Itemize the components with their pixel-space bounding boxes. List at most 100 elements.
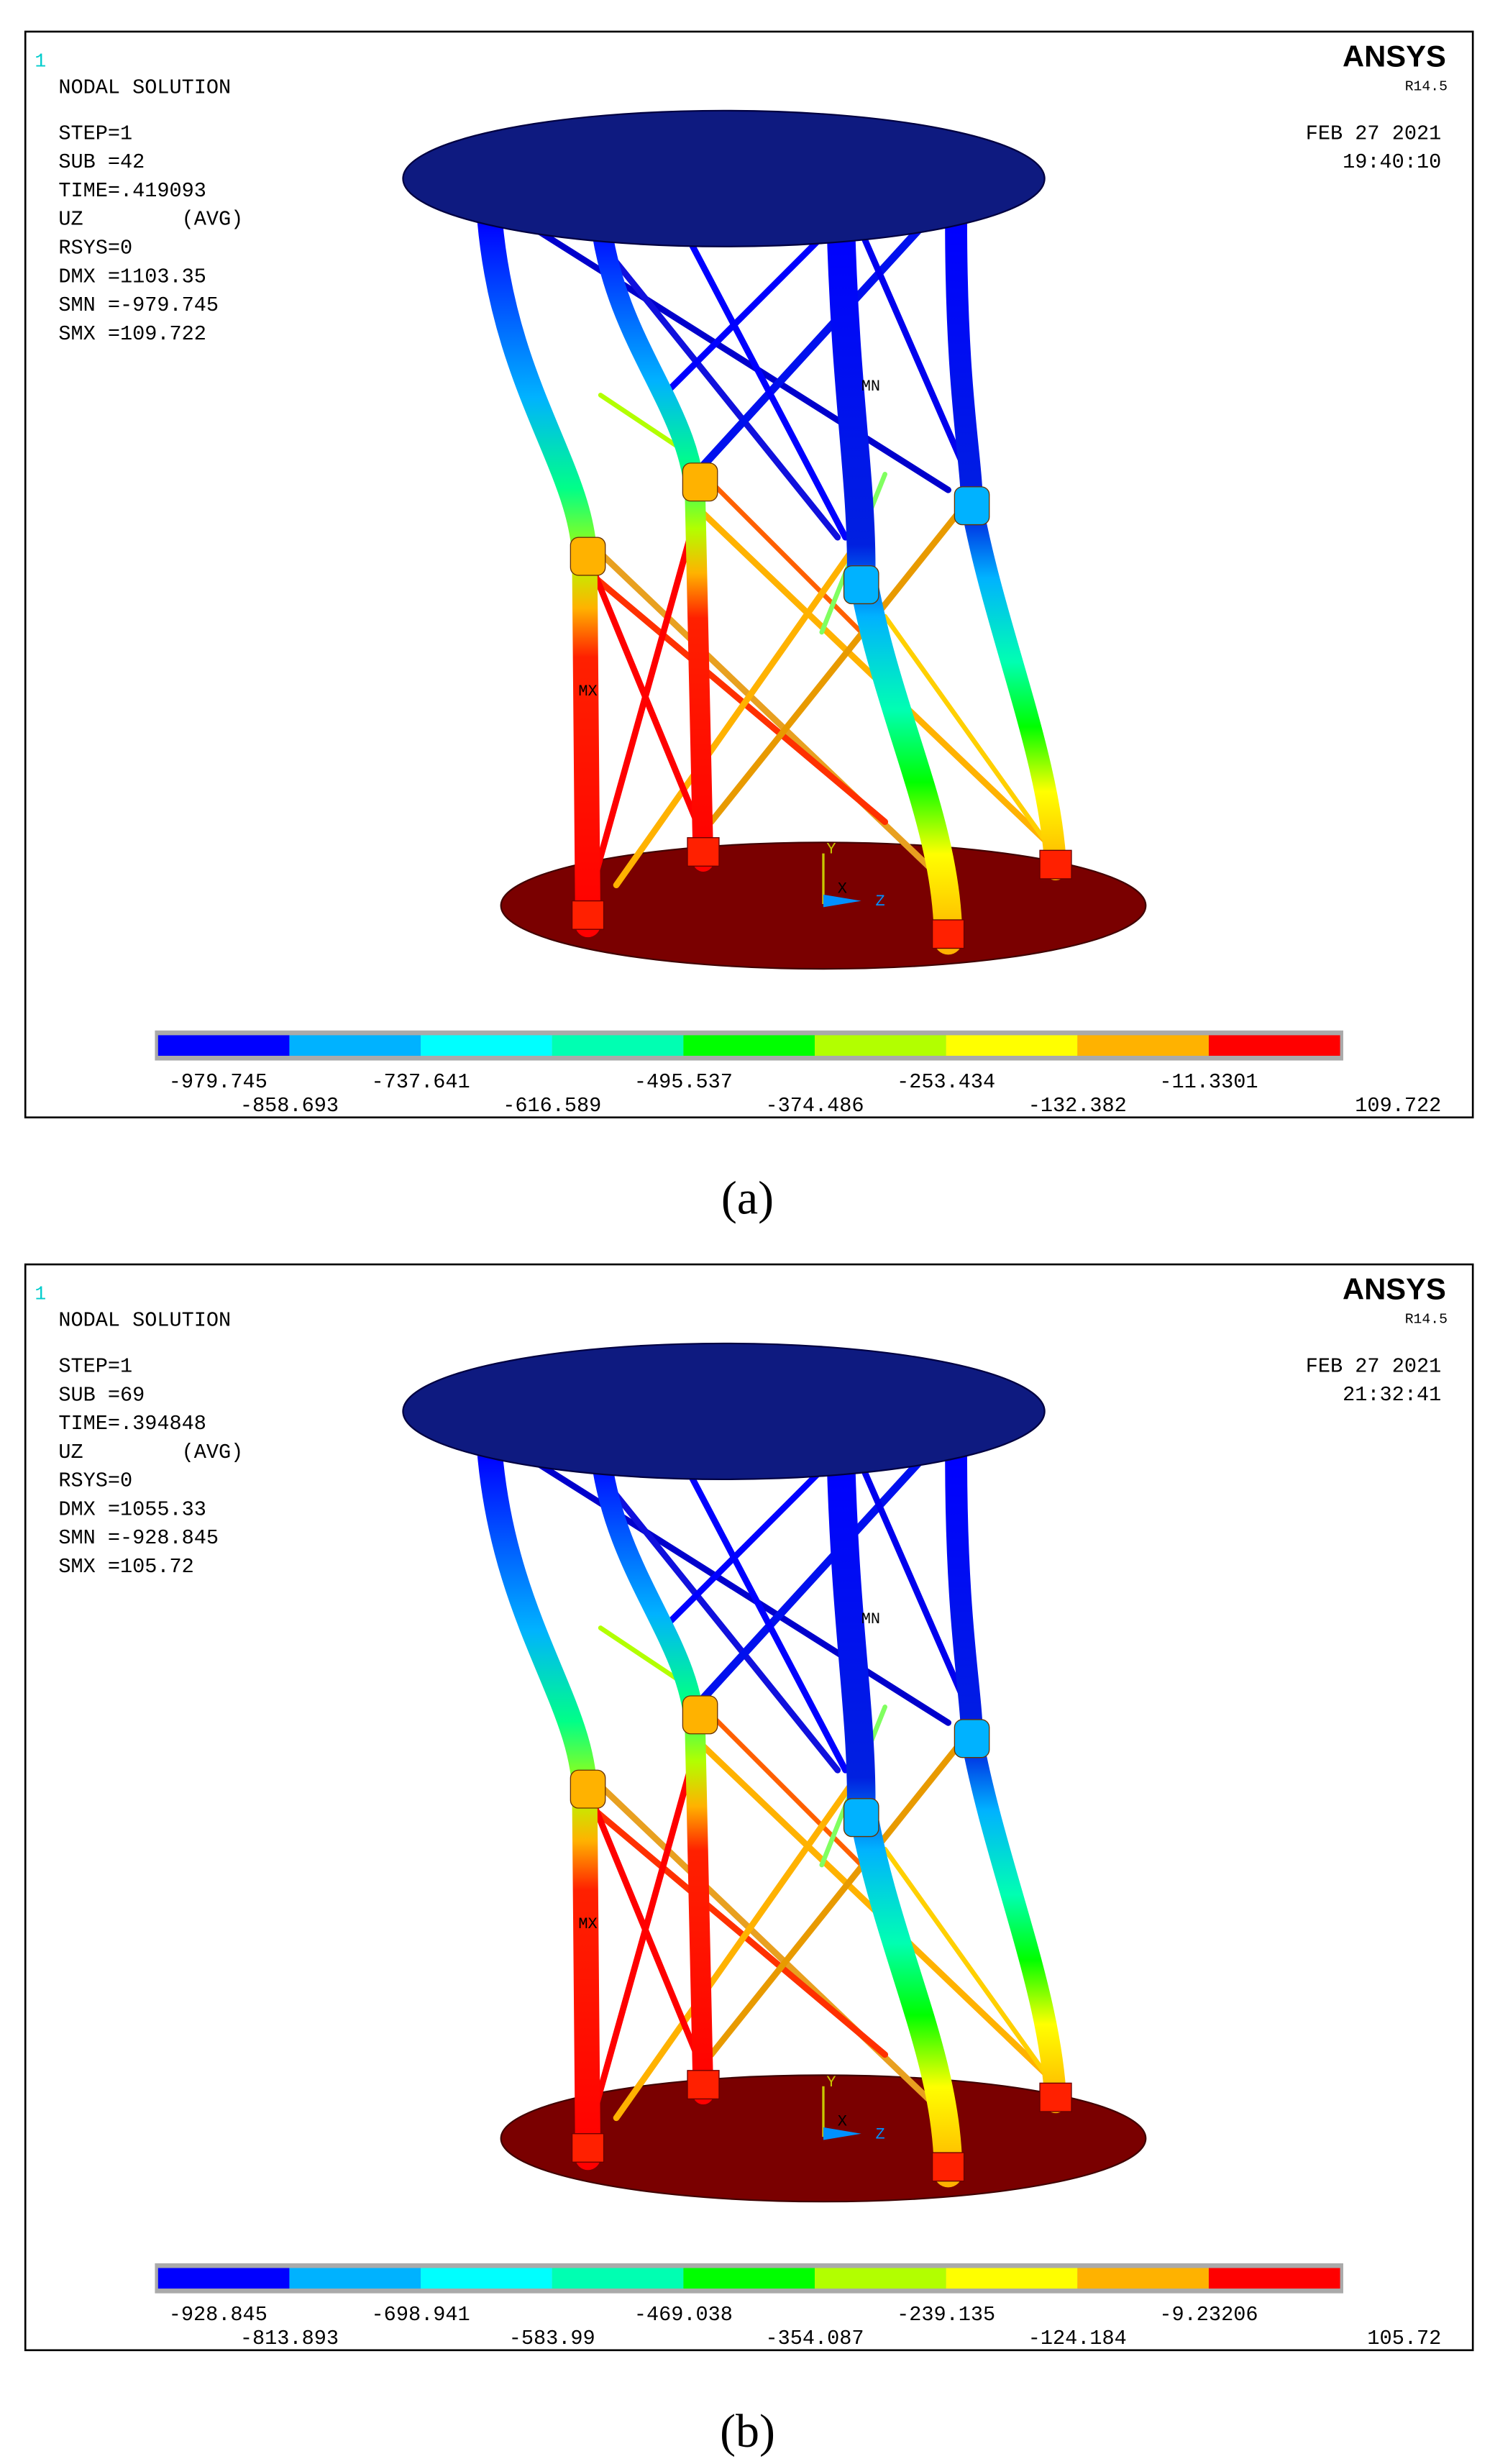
foot-joint — [931, 919, 965, 949]
foot-joint — [571, 900, 605, 930]
node-joint — [570, 1769, 606, 1809]
solution-title: NODAL SOLUTION — [58, 76, 231, 100]
min-marker: MN — [861, 1610, 880, 1628]
brace — [691, 1426, 953, 1711]
colorbar-label: -616.589 — [503, 1094, 601, 1118]
colorbar-label: -469.038 — [634, 2303, 733, 2327]
foot-joint — [1039, 2082, 1072, 2112]
brace — [613, 534, 865, 889]
brace — [676, 1451, 849, 1774]
solution-info: UZ (AVG) — [58, 1441, 243, 1464]
axis-label: X — [838, 880, 847, 898]
solution-info: RSYS=0 — [58, 1469, 132, 1493]
colorbar-segment — [289, 1035, 421, 1056]
colorbar-segment — [1208, 2268, 1340, 2289]
node-joint — [682, 1695, 718, 1735]
brace — [589, 1798, 707, 2074]
brace — [676, 218, 849, 541]
foot-joint — [1039, 849, 1072, 880]
colorbar-segment — [1077, 2268, 1209, 2289]
brace — [708, 1735, 967, 2058]
colorbar-label: 105.72 — [1367, 2327, 1441, 2350]
colorbar-label: -9.23206 — [1159, 2303, 1258, 2327]
axis-label: Y — [826, 841, 836, 859]
axis-label: Z — [876, 893, 885, 911]
brace — [700, 471, 864, 635]
solution-info: SUB =69 — [58, 1383, 145, 1407]
caption: (a) — [721, 1172, 774, 1225]
colorbar-label: -583.99 — [509, 2327, 595, 2350]
colorbar-label: -928.845 — [169, 2303, 268, 2327]
colorbar-label: -132.382 — [1028, 1094, 1127, 1118]
colorbar-label: -354.087 — [765, 2327, 864, 2350]
colorbar-segment — [815, 1035, 946, 1056]
foot-joint — [571, 2133, 605, 2163]
panel: MN MX Y X Z 1 NODAL SOLUTION STEP=1 SUB =42 TIME=… — [24, 30, 1474, 1225]
colorbar-label: -698.941 — [372, 2303, 470, 2327]
node-joint — [843, 1798, 879, 1838]
colorbar-segment — [157, 2268, 290, 2289]
colorbar-segment — [552, 2268, 684, 2289]
colorbar-label: -495.537 — [634, 1070, 733, 1094]
colorbar-segment — [552, 1035, 684, 1056]
colorbar-label: -858.693 — [240, 1094, 339, 1118]
colorbar-label: -11.3301 — [1159, 1070, 1258, 1094]
foot-joint — [687, 2070, 720, 2100]
solution-info: SUB =42 — [58, 150, 145, 174]
solution-info: SMX =105.72 — [58, 1555, 193, 1579]
node-joint — [682, 462, 718, 502]
foot-joint — [931, 2152, 965, 2182]
brace — [597, 1782, 951, 2122]
colorbar-label: -979.745 — [169, 1070, 268, 1094]
window-number: 1 — [35, 1283, 46, 1305]
solution-info: UZ (AVG) — [58, 208, 243, 232]
top-plate — [402, 1342, 1046, 1481]
brace — [589, 565, 707, 841]
colorbar-segment — [946, 2268, 1078, 2289]
solution-info: SMN =-928.845 — [58, 1526, 219, 1550]
colorbar-label: 109.722 — [1355, 1094, 1441, 1118]
solution-info: RSYS=0 — [58, 236, 132, 260]
colorbar-segment — [289, 2268, 421, 2289]
solution-info: SMX =109.722 — [58, 322, 206, 346]
time: 21:32:41 — [1343, 1383, 1441, 1407]
date: FEB 27 2021 — [1306, 122, 1441, 145]
node-joint — [843, 565, 879, 605]
top-plate — [402, 109, 1046, 247]
brace — [882, 1846, 1046, 2073]
colorbar-segment — [815, 2268, 946, 2289]
date: FEB 27 2021 — [1306, 1354, 1441, 1378]
version: R14.5 — [1405, 78, 1448, 94]
colorbar-segment — [421, 1035, 552, 1056]
solution-info: STEP=1 — [58, 1354, 132, 1378]
solution-info: TIME=.419093 — [58, 179, 206, 203]
logo: ANSYS — [1343, 39, 1446, 73]
brace — [708, 502, 967, 826]
window-number: 1 — [35, 50, 46, 72]
brace — [613, 1766, 865, 2122]
brace — [581, 1798, 889, 2058]
colorbar-label: -374.486 — [765, 1094, 864, 1118]
logo: ANSYS — [1343, 1272, 1446, 1305]
solution-info: TIME=.394848 — [58, 1412, 206, 1436]
axis-label: X — [838, 2113, 847, 2131]
solution-info: DMX =1103.35 — [58, 265, 206, 288]
foot-joint — [687, 837, 720, 867]
brace — [882, 613, 1046, 841]
colorbar-label: -813.893 — [240, 2327, 339, 2350]
colorbar-segment — [1208, 1035, 1340, 1056]
brace — [589, 1719, 707, 2122]
brace — [573, 1443, 841, 1774]
min-marker: MN — [861, 378, 880, 396]
solution-info: DMX =1055.33 — [58, 1497, 206, 1521]
brace — [494, 202, 951, 493]
colorbar-segment — [946, 1035, 1078, 1056]
caption: (b) — [720, 2405, 775, 2458]
node-joint — [954, 1719, 990, 1758]
solution-info: SMN =-979.745 — [58, 293, 219, 317]
axis-label: Z — [876, 2125, 885, 2143]
axis-label: Y — [826, 2073, 836, 2091]
brace — [573, 210, 841, 541]
